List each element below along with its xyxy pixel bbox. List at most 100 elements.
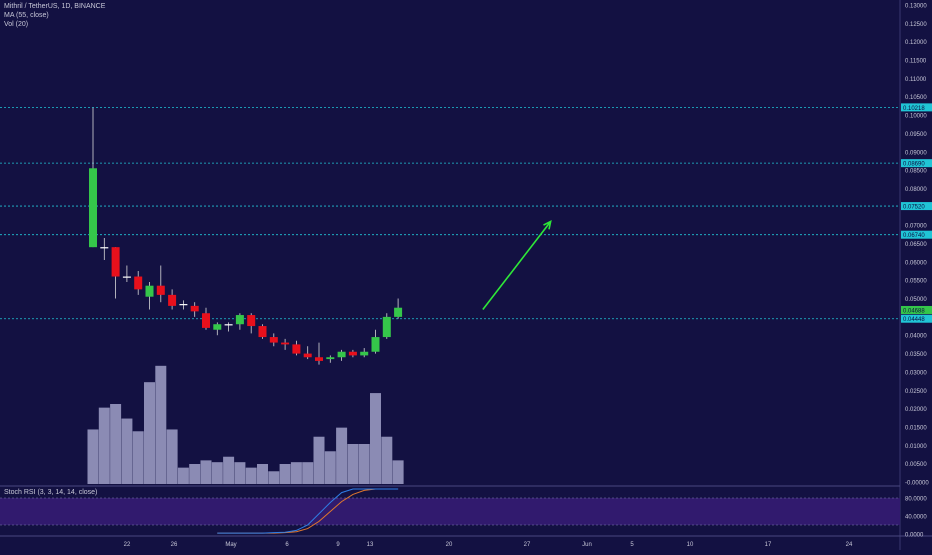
volume-bar: [381, 436, 393, 484]
stoch-rsi-label: Stoch RSI (3, 3, 14, 14, close): [4, 489, 98, 496]
time-tick-label: Jun: [582, 542, 592, 548]
volume-bar: [290, 462, 302, 484]
price-tick-label: 0.11000: [905, 77, 927, 83]
candle-body: [168, 294, 177, 306]
candle-body: [190, 305, 199, 312]
candle-body: [348, 351, 357, 356]
volume-bar: [347, 444, 359, 484]
stoch-rsi-k-line: [217, 488, 399, 534]
candle-body: [224, 324, 233, 326]
candle-body: [89, 168, 97, 248]
volume-bar: [257, 464, 268, 484]
price-tick-label: 0.03500: [905, 352, 927, 358]
volume-bar: [200, 460, 212, 484]
price-tick-label: 0.10000: [905, 114, 927, 120]
time-tick-label: 9: [336, 542, 340, 548]
volume-bar: [302, 462, 314, 484]
level-price-label: 0.10218: [903, 106, 925, 112]
time-tick-label: 13: [367, 542, 374, 548]
price-tick-label: 0.02000: [905, 407, 927, 413]
current-price-label: 0.04688: [903, 308, 925, 314]
level-price-label: 0.08690: [903, 162, 925, 168]
time-tick-label: May: [225, 542, 236, 548]
level-price-tag: [901, 159, 932, 168]
volume-bar: [144, 382, 155, 484]
candle-body: [394, 307, 403, 317]
candle-body: [281, 342, 290, 345]
candle-body: [326, 357, 335, 360]
price-tick-label: 0.08500: [905, 169, 927, 175]
volume-bar: [358, 444, 370, 484]
price-tick-label: 0.12000: [905, 40, 927, 46]
candle-body: [202, 313, 210, 328]
volume-bar: [132, 431, 144, 484]
level-price-label: 0.06740: [903, 233, 925, 239]
level-price-label: 0.07520: [903, 205, 925, 211]
price-tick-label: 0.08000: [905, 187, 927, 193]
volume-bar: [177, 467, 189, 484]
time-tick-label: 24: [846, 542, 853, 548]
level-price-tag: [901, 314, 932, 323]
candle-body: [337, 351, 346, 358]
projection-arrow-head: [543, 220, 552, 230]
candle-body: [235, 315, 244, 325]
volume-bar: [121, 418, 133, 484]
price-tick-label: 0.05500: [905, 279, 927, 285]
time-tick-label: 22: [124, 542, 131, 548]
volume-bar: [166, 429, 178, 484]
candle-body: [292, 344, 301, 354]
legend-volume: Vol (20): [4, 21, 29, 28]
price-tick-label: 0.01500: [905, 425, 927, 431]
volume-bar: [87, 429, 99, 484]
time-tick-label: 20: [446, 542, 453, 548]
price-tick-label: -0.00000: [905, 481, 929, 487]
stoch-rsi-tick-label: 40.0000: [905, 515, 927, 521]
level-price-tag: [901, 230, 932, 239]
time-tick-label: 27: [524, 542, 531, 548]
legend-ma: MA (55, close): [4, 12, 49, 19]
volume-bar: [223, 456, 235, 484]
time-tick-label: 10: [687, 542, 694, 548]
price-tick-label: 0.12500: [905, 22, 927, 28]
volume-bar: [211, 462, 223, 484]
chart-legend: Mithril / TetherUS, 1D, BINANCE MA (55, …: [4, 2, 105, 29]
volume-bar: [98, 407, 110, 484]
volume-bar: [370, 393, 381, 484]
candle-body: [258, 326, 267, 338]
volume-bar: [324, 451, 336, 484]
stoch-rsi-band: [0, 498, 900, 525]
price-tick-label: 0.09500: [905, 132, 927, 138]
price-tick-label: 0.01000: [905, 444, 927, 450]
volume-bar: [279, 464, 291, 484]
price-tick-label: 0.07000: [905, 224, 927, 230]
candle-body: [134, 276, 143, 290]
level-price-label: 0.04448: [903, 317, 925, 323]
price-tick-label: 0.02500: [905, 389, 927, 395]
price-tick-label: 0.05000: [905, 297, 927, 303]
candle-body: [100, 247, 109, 249]
candle-body: [382, 316, 391, 338]
time-tick-label: 6: [285, 542, 289, 548]
stoch-rsi-tick-label: 0.0000: [905, 533, 924, 539]
level-price-tag: [901, 202, 932, 211]
candle-body: [179, 304, 188, 306]
current-price-tag: [901, 305, 932, 314]
time-tick-label: 5: [630, 542, 634, 548]
volume-bar: [155, 365, 167, 484]
candle-body: [156, 285, 165, 295]
volume-bar: [392, 460, 404, 484]
candle-body: [315, 357, 323, 361]
price-tick-label: 0.06000: [905, 260, 927, 266]
stoch-rsi-tick-label: 80.0000: [905, 497, 927, 503]
volume-bar: [268, 471, 280, 484]
candle-body: [213, 324, 222, 330]
price-tick-label: 0.13000: [905, 4, 927, 10]
projection-arrow-line: [482, 220, 552, 311]
candle-body: [247, 315, 256, 327]
volume-bar: [110, 404, 122, 484]
volume-bar: [245, 467, 257, 484]
candle-body: [269, 337, 278, 343]
candle-body: [122, 276, 131, 278]
